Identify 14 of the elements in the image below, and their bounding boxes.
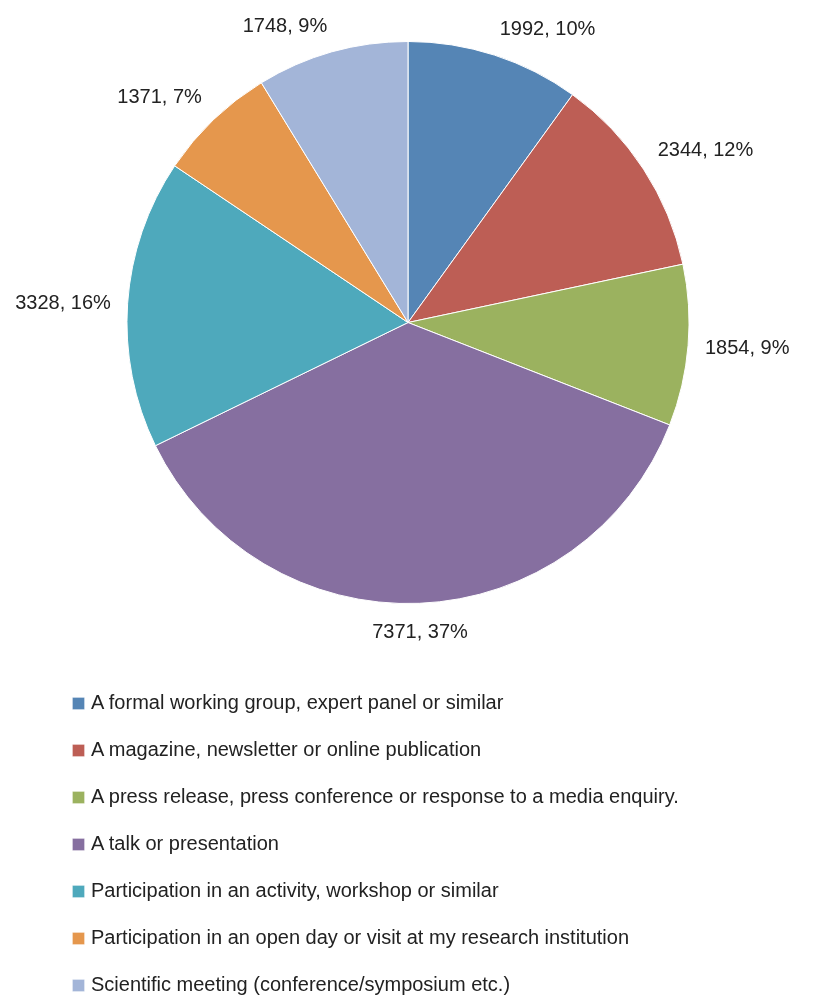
data-label: 7371, 37% bbox=[372, 620, 469, 643]
legend-label: A press release, press conference or response to a media enquiry. bbox=[91, 785, 679, 808]
data-label: 1992, 10% bbox=[499, 17, 596, 40]
legend-label: Scientific meeting (conference/symposium etc.) bbox=[91, 973, 511, 996]
legend-label: A magazine, newsletter or online publication bbox=[91, 738, 482, 761]
legend-label: Participation in an activity, workshop or similar bbox=[91, 879, 499, 902]
data-label: 1748, 9% bbox=[242, 13, 328, 36]
data-label: 1854, 9% bbox=[704, 335, 790, 358]
data-label: 2344, 12% bbox=[657, 137, 754, 160]
data-label: 1371, 7% bbox=[117, 85, 203, 108]
legend-label: A talk or presentation bbox=[91, 832, 279, 855]
legend-label: A formal working group, expert panel or similar bbox=[91, 691, 504, 714]
legend-label: Participation in an open day or visit at my research institution bbox=[91, 926, 630, 949]
data-label: 3328, 16% bbox=[15, 291, 112, 314]
